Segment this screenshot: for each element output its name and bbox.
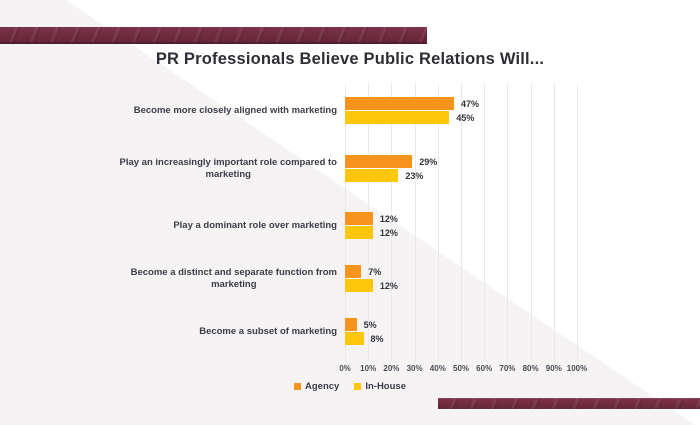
category-label-text: Become a subset of marketing [199,326,337,338]
x-axis-tick-label: 50% [452,364,470,373]
gridline-90% [553,84,555,362]
bar-in-house-4 [345,332,364,345]
category-label-text: Become a distinct and separate function … [131,267,337,291]
value-label-in-house-3: 12% [379,280,398,291]
value-label-agency-1: 29% [419,156,438,167]
x-axis-tick-label: 70% [499,364,516,373]
bar-in-house-2 [345,226,373,239]
category-label: Become more closely aligned with marketi… [40,105,337,117]
legend-swatch-in-house-icon [354,383,362,390]
category-label-line: Play a dominant role over marketing [173,219,337,231]
value-label-agency-0: 47% [461,98,480,109]
x-axis-tick-label: 10% [360,364,377,373]
category-label: Play a dominant role over marketing [40,220,337,232]
x-axis-tick-label: 90% [545,364,562,373]
accent-bar-top [0,27,427,44]
bar-agency-4 [345,318,357,331]
category-label-line: marketing [205,168,251,180]
category-label-line: Become a distinct and separate function … [130,266,337,278]
category-label-line: marketing [211,278,257,290]
accent-bar-bottom-texture [438,399,700,409]
value-label-in-house-4: 8% [370,333,384,344]
bar-agency-3 [345,265,362,278]
category-label: Play an increasingly important role comp… [40,157,337,181]
x-axis-tick-label: 60% [476,364,493,373]
value-label-agency-4: 5% [363,319,377,330]
category-label: Become a subset of marketing [40,326,337,338]
x-axis-tick-label: 40% [429,364,446,373]
gridline-30% [414,84,416,362]
x-axis-tick-label: 20% [383,364,400,373]
accent-bar-bottom [438,398,700,409]
category-label-line: Become more closely aligned with marketi… [133,104,337,116]
chart-title: PR Professionals Believe Public Relation… [155,50,545,68]
accent-bar-top-texture [0,27,427,42]
category-label-text: Play a dominant role over marketing [173,220,337,232]
value-label-in-house-2: 12% [379,227,398,238]
gridline-100% [577,84,578,362]
legend-label-agency: Agency [305,381,340,392]
legend-item-agency: Agency [294,381,339,392]
value-label-in-house-1: 23% [405,170,424,181]
gridline-80% [530,84,532,362]
x-axis-tick-label: 100% [566,364,588,373]
bar-agency-2 [345,212,373,225]
bar-agency-0 [345,97,455,110]
value-label-agency-3: 7% [368,266,382,277]
bar-in-house-0 [345,111,450,124]
x-axis-tick-label: 30% [406,364,423,373]
gridline-50% [461,84,462,362]
x-axis-tick-label: 0% [339,364,351,373]
gridline-70% [507,84,509,362]
category-label-text: Play an increasingly important role comp… [119,157,337,181]
legend-label-in-house: In-House [365,381,406,392]
value-label-in-house-0: 45% [456,112,475,123]
legend-item-in-house: In-House [354,381,406,392]
category-label-line: Play an increasingly important role comp… [119,156,337,168]
category-label: Become a distinct and separate function … [40,267,337,291]
x-axis-tick-label: 80% [522,364,539,373]
value-label-agency-2: 12% [379,213,398,224]
legend-swatch-agency-icon [294,383,302,390]
gridline-40% [437,84,439,362]
gridline-20% [391,84,393,362]
bar-in-house-1 [345,169,399,182]
gridline-60% [484,84,486,362]
category-label-line: Become a subset of marketing [199,325,337,337]
chart-legend: Agency In-House [0,381,700,392]
bar-in-house-3 [345,279,373,292]
bar-agency-1 [345,155,413,168]
category-label-text: Become more closely aligned with marketi… [134,105,337,117]
